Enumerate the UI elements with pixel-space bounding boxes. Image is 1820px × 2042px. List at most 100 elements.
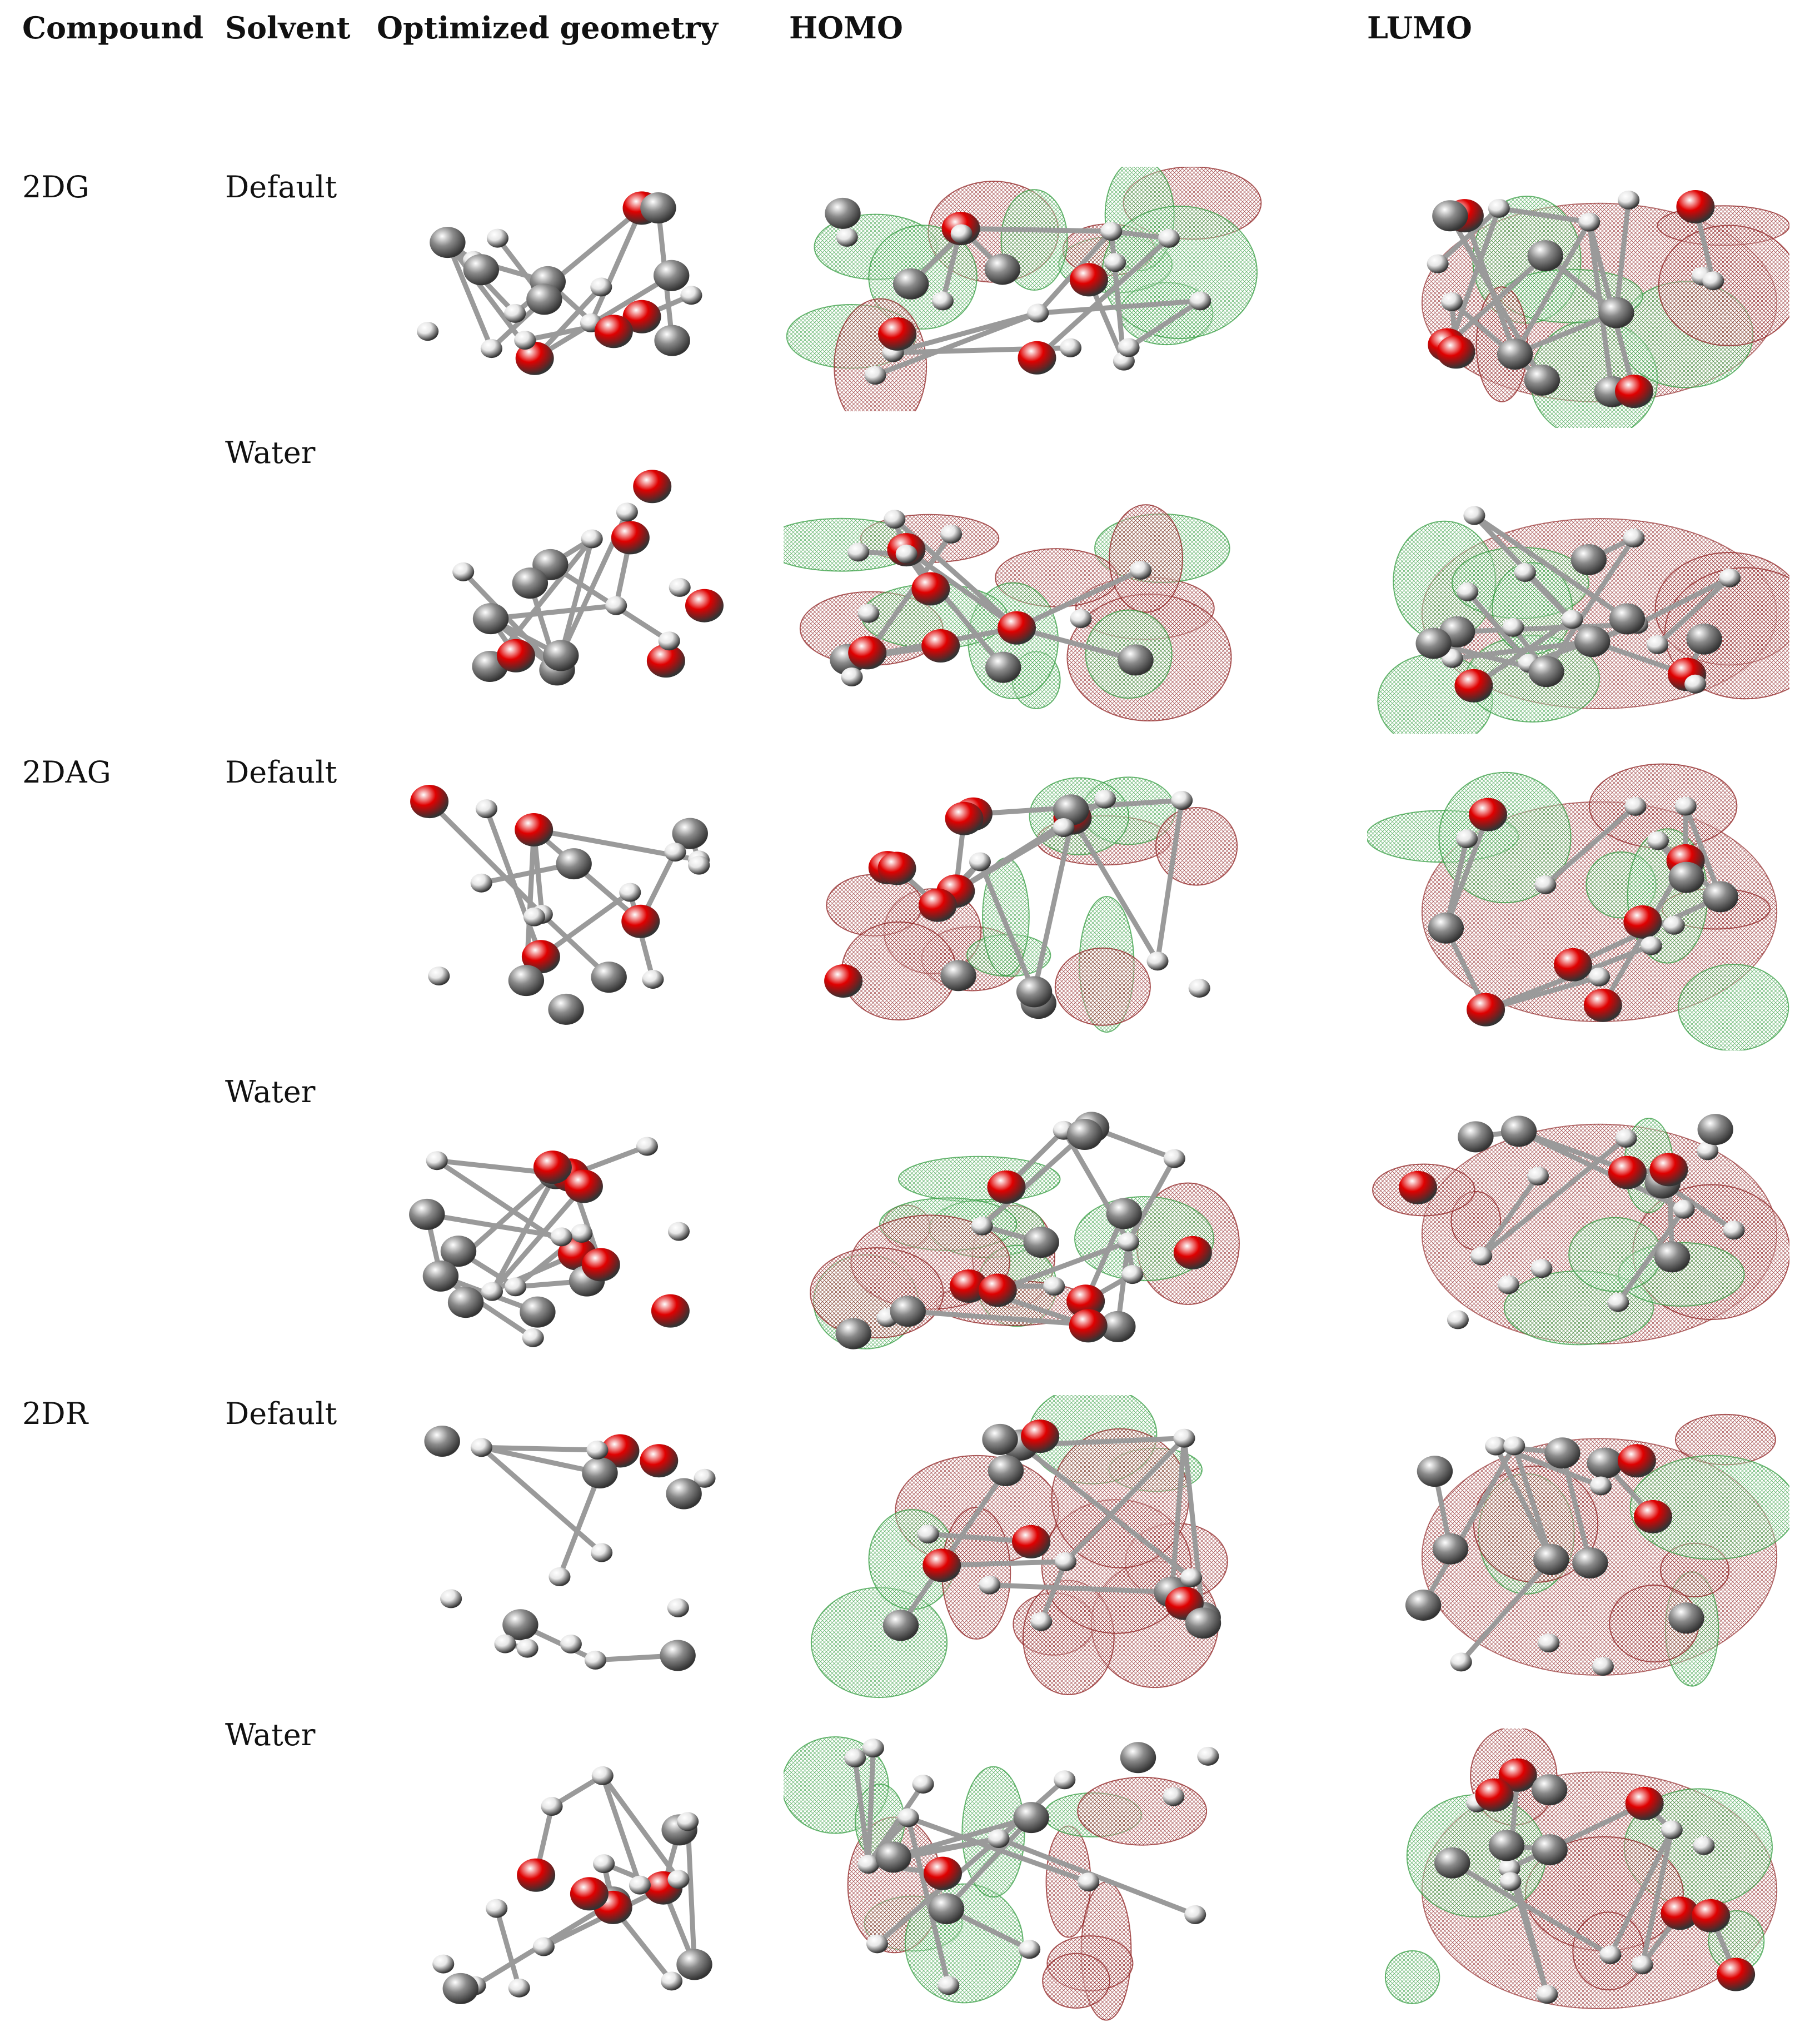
hydrogen-atom [591,1766,614,1785]
oxygen-atom [1454,669,1493,703]
hydrogen-atom [1184,1905,1206,1924]
oxygen-atom [1498,1758,1537,1792]
bond [1181,1436,1206,1620]
carbon-atom [520,1296,556,1328]
hydrogen-atom [1450,1652,1472,1672]
bond [1559,1450,1593,1566]
hydrogen-atom [1054,1770,1076,1790]
homo-2dr-default [784,1395,1273,1706]
hydrogen-atom [480,339,502,358]
oxygen-atom [824,964,863,998]
oxygen-atom [533,1151,572,1184]
carbon-atom [424,1425,460,1457]
carbon-atom [526,283,562,315]
oxygen-atom [646,644,685,678]
bond [905,1815,951,1988]
carbon-atom [640,192,676,224]
hydrogen-atom [1117,1232,1140,1252]
carbon-atom [1697,1114,1733,1145]
oxygen-atom [410,785,449,819]
carbon-atom [1013,1802,1049,1834]
hydrogen-atom [1536,1985,1558,2004]
hydrogen-atom [1455,829,1478,849]
hydrogen-atom [1588,967,1610,987]
compound-label: 2DR [22,1396,88,1431]
bond [438,1273,536,1341]
carbon-atom [591,962,627,993]
hydrogen-atom [440,1589,462,1608]
homo-2dr-water [784,1706,1273,2029]
carbon-atom [1574,626,1610,658]
bond [944,1815,1034,1911]
hydrogen-atom [494,1634,516,1653]
oxygen-atom [1554,948,1593,982]
oxygen-atom [496,639,535,673]
bond [1443,812,1491,931]
hydrogen-atom [1470,1246,1493,1266]
geometry-2dag-default [372,761,750,1050]
hydrogen-atom [1647,831,1669,850]
hydrogen-atom [971,1216,993,1236]
hydrogen-atom [636,1137,658,1156]
hydrogen-atom [1043,1277,1065,1296]
hydrogen-atom [677,1812,699,1831]
oxygen-atom [570,1877,609,1911]
oxygen-atom [1583,988,1622,1022]
hydrogen-atom [1661,1820,1683,1840]
hydrogen-atom [417,322,439,341]
hydrogen-atom [1180,1568,1203,1587]
hydrogen-atom [1188,978,1210,998]
hydrogen-atom [1674,796,1697,816]
hydrogen-atom [1673,1199,1695,1219]
carbon-atom [1686,623,1722,655]
header-solvent: Solvent [225,10,351,46]
carbon-atom [892,268,929,300]
hydrogen-atom [550,1227,572,1247]
hydrogen-atom [1054,1552,1076,1571]
oxygen-atom [911,572,950,606]
hydrogen-atom [917,1525,939,1544]
hydrogen-atom [1538,1633,1560,1653]
hydrogen-atom [1702,271,1724,291]
bond [488,603,619,621]
bond [1613,197,1632,315]
oxygen-atom [611,521,650,555]
carbon-atom [548,993,584,1025]
hydrogen-atom [1719,568,1741,587]
bond [1543,804,1638,888]
oxygen-atom [1649,1153,1688,1187]
hydrogen-atom [1684,674,1707,694]
hydrogen-atom [1590,1476,1612,1496]
hydrogen-atom [660,1971,683,1991]
homo-2dg-default [784,167,1273,411]
carbon-atom [1497,338,1533,370]
bond [1018,1442,1194,1581]
carbon-atom [472,603,509,635]
hydrogen-atom [1514,562,1536,582]
orbital-lobe [1568,1217,1662,1292]
oxygen-atom [521,940,560,974]
bond [478,1445,600,1453]
carbon-atom [1120,1742,1156,1774]
carbon-atom [543,640,579,671]
hydrogen-atom [1607,1293,1629,1312]
hydrogen-atom [1189,291,1211,311]
bond [478,1445,602,1476]
hydrogen-atom [938,1976,960,1995]
hydrogen-atom [1457,582,1479,601]
hydrogen-atom [1599,1945,1622,1964]
oxygen-atom [564,1169,603,1203]
orbital-lobe [1109,504,1184,613]
bond [483,806,543,959]
hydrogen-atom [864,366,886,385]
oxygen-atom [581,1248,620,1282]
hydrogen-atom [522,1328,544,1347]
oxygen-atom [978,1273,1017,1307]
carbon-atom [1609,603,1646,635]
solvent-label: Default [225,755,337,790]
hydrogen-atom [560,1634,582,1653]
hydrogen-atom [1640,936,1662,955]
carbon-atom [985,651,1021,683]
oxygen-atom [1173,1236,1212,1269]
carbon-atom [430,227,466,258]
